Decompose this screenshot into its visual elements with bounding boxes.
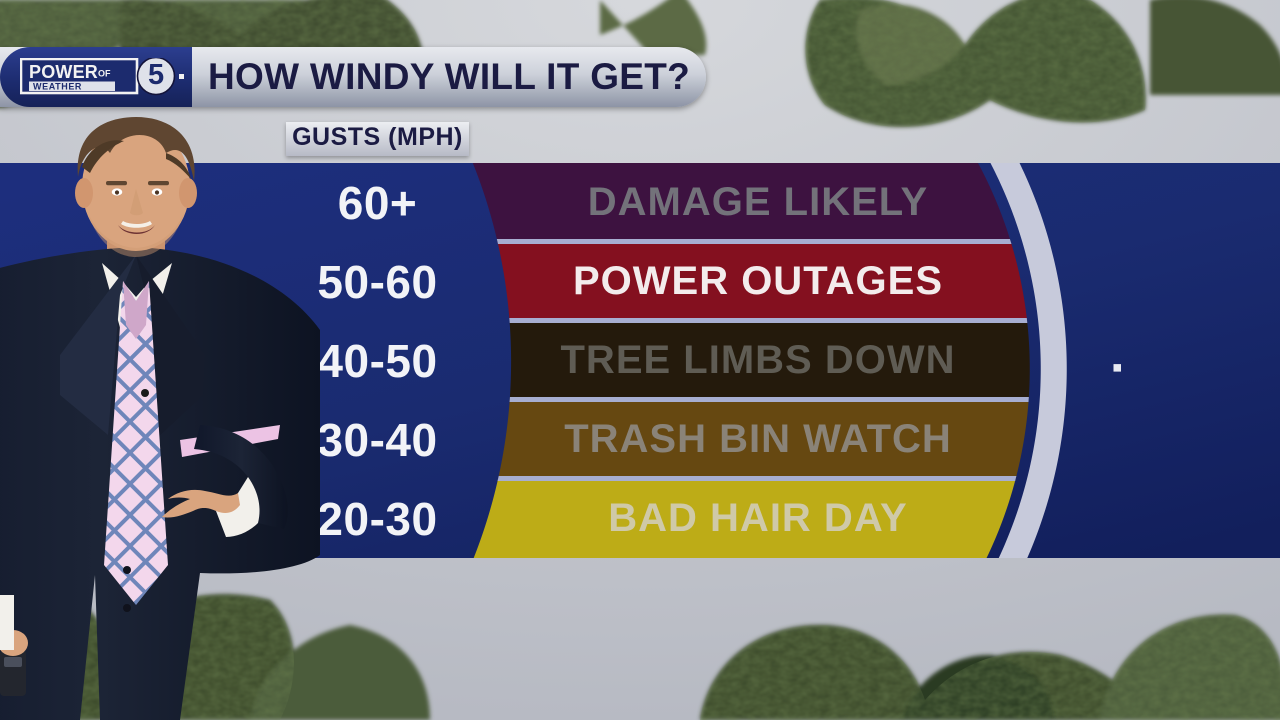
svg-text:TREE LIMBS DOWN: TREE LIMBS DOWN xyxy=(561,338,956,382)
svg-text:BAD HAIR DAY: BAD HAIR DAY xyxy=(608,496,907,540)
svg-text:5: 5 xyxy=(148,59,164,91)
svg-text:DAMAGE LIKELY: DAMAGE LIKELY xyxy=(588,180,928,224)
svg-text:TRASH BIN WATCH: TRASH BIN WATCH xyxy=(564,417,952,461)
svg-text:WEATHER: WEATHER xyxy=(33,81,82,91)
svg-text:POWER: POWER xyxy=(29,62,98,82)
svg-text:POWER OUTAGES: POWER OUTAGES xyxy=(573,259,943,303)
svg-text:OF: OF xyxy=(98,69,111,79)
